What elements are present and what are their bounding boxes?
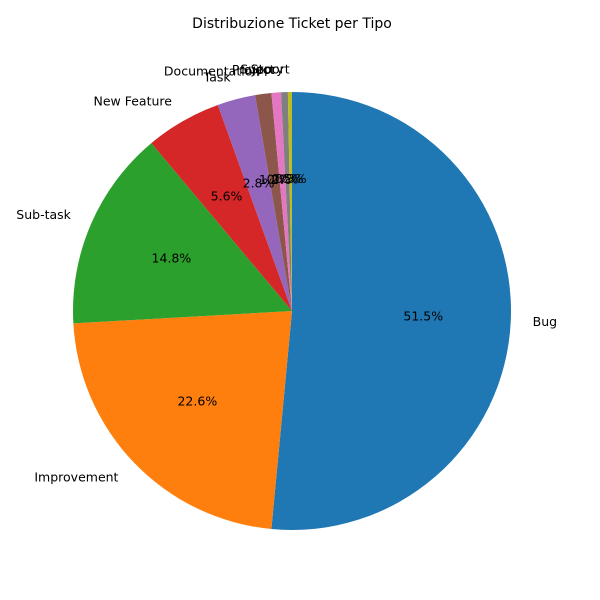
slice-sub-task	[73, 143, 292, 324]
slice-label-task: Task	[203, 70, 232, 85]
pct-label-bug: 51.5%	[403, 309, 443, 324]
slice-label-improvement: Improvement	[34, 470, 118, 485]
pct-label-task: 2.8%	[243, 175, 275, 190]
slice-label-story: Story	[251, 62, 285, 77]
slice-documentation	[255, 92, 292, 312]
slice-label-new-feature: New Feature	[94, 94, 173, 109]
slice-bug	[271, 92, 512, 530]
pct-label-story: 0.5%	[272, 171, 304, 186]
slice-label-sub-task: Sub-task	[16, 207, 71, 222]
slice-label-project: Project	[232, 62, 275, 77]
slice-story	[280, 92, 292, 311]
slice-improvement	[73, 311, 292, 530]
slice-task	[217, 95, 292, 312]
pct-label-sub-task: 14.8%	[152, 250, 192, 265]
slice-support	[287, 92, 292, 311]
pct-label-new-feature: 5.6%	[211, 189, 243, 204]
pct-label-improvement: 22.6%	[177, 394, 217, 409]
pct-label-project: 0.7%	[267, 171, 299, 186]
slice-label-bug: Bug	[533, 314, 557, 329]
slice-project	[271, 92, 292, 311]
pie-labels: Bug 51.5% Improvement 22.6% Sub-task 14.8% New…	[16, 62, 557, 485]
chart-title: Distribuzione Ticket per Tipo	[192, 16, 392, 32]
pct-label-documentation: 1.2%	[259, 172, 291, 187]
slice-label-support: Support	[240, 62, 290, 77]
pie-slices	[73, 92, 512, 530]
pct-label-support: 0.3%	[275, 171, 307, 186]
slice-new-feature	[151, 104, 292, 311]
slice-label-documentation: Documentation	[164, 64, 260, 79]
